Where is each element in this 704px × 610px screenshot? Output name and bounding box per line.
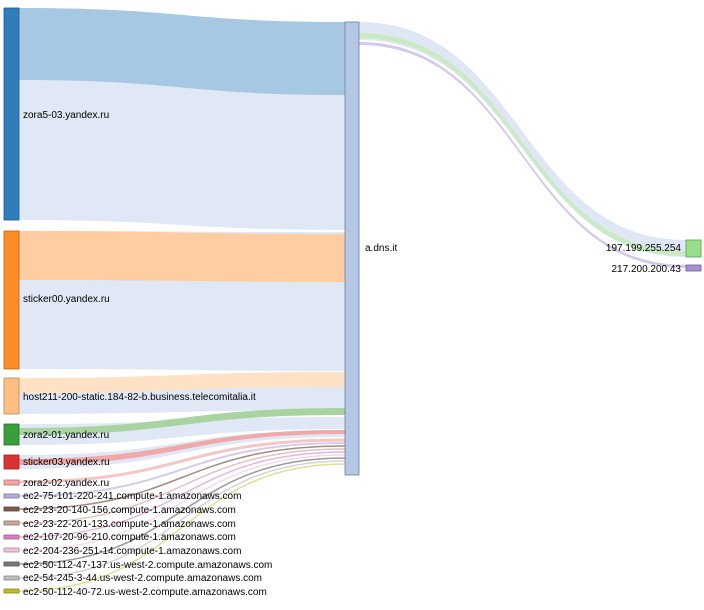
label-zora2-02: zora2-02.yandex.ru	[23, 478, 109, 489]
node-zora5-03[interactable]	[3, 7, 20, 221]
node-ec2-107-20-96-210[interactable]	[3, 534, 20, 540]
label-ec2-204-236-251-14: ec2-204-236-251-14.compute-1.amazonaws.c…	[23, 546, 241, 557]
node-ec2-54-245-3-44[interactable]	[3, 575, 20, 581]
label-sticker03: sticker03.yandex.ru	[23, 457, 110, 468]
node-labels: zora5-03.yandex.ru sticker00.yandex.ru h…	[23, 110, 681, 598]
link-sticker03-colored	[19, 430, 345, 465]
node-hub[interactable]	[344, 21, 360, 476]
link-zora2-01-colored	[19, 408, 345, 435]
link-ec2-75-101-220-241	[18, 442, 346, 497]
link-ec2-50-112-40-72	[18, 463, 346, 592]
label-zora2-01: zora2-01.yandex.ru	[23, 430, 109, 441]
node-ec2-75-101-220-241[interactable]	[3, 493, 20, 499]
node-zora2-02[interactable]	[3, 479, 20, 486]
node-ec2-23-20-140-156[interactable]	[3, 506, 20, 512]
node-217-200-200-43[interactable]	[685, 264, 702, 272]
node-ec2-50-112-47-137[interactable]	[3, 561, 20, 567]
link-host211-colored	[19, 372, 345, 393]
link-ec2-23-22-201-133	[18, 448, 346, 524]
link-ec2-204-236-251-14	[18, 454, 346, 551]
label-ec2-54-245-3-44: ec2-54-245-3-44.us-west-2.compute.amazon…	[23, 573, 262, 584]
label-ec2-50-112-47-137: ec2-50-112-47-137.us-west-2.compute.amaz…	[23, 560, 272, 571]
link-zora2-01-total	[19, 417, 345, 445]
node-ec2-23-22-201-133[interactable]	[3, 520, 20, 526]
link-hub-to-217	[359, 42, 686, 268]
label-ec2-23-20-140-156: ec2-23-20-140-156.compute-1.amazonaws.co…	[23, 505, 236, 516]
target-links	[359, 22, 686, 268]
link-ec2-107-20-96-210	[18, 451, 346, 538]
node-host211[interactable]	[3, 377, 20, 415]
label-ec2-75-101-220-241: ec2-75-101-220-241.compute-1.amazonaws.c…	[23, 491, 241, 502]
label-ec2-107-20-96-210: ec2-107-20-96-210.compute-1.amazonaws.co…	[23, 532, 236, 543]
node-sticker00[interactable]	[3, 230, 20, 370]
label-hub: a.dns.it	[365, 243, 397, 254]
source-nodes	[3, 7, 20, 594]
label-197-199-255-254: 197.199.255.254	[606, 243, 682, 254]
target-nodes	[685, 239, 702, 272]
label-ec2-23-22-201-133: ec2-23-22-201-133.compute-1.amazonaws.co…	[23, 519, 236, 530]
link-sticker00-colored	[19, 231, 345, 282]
link-zora2-02	[18, 438, 346, 484]
link-hub-to-197-bg	[359, 22, 686, 257]
node-sticker03[interactable]	[3, 454, 20, 470]
label-217-200-200-43: 217.200.200.43	[611, 264, 681, 275]
node-zora2-01[interactable]	[3, 423, 20, 446]
node-ec2-50-112-40-72[interactable]	[3, 588, 20, 594]
node-197-199-255-254[interactable]	[685, 239, 702, 258]
link-hub-to-197	[359, 33, 686, 256]
link-ec2-23-20-140-156	[18, 445, 346, 510]
label-ec2-50-112-40-72: ec2-50-112-40-72.us-west-2.compute.amazo…	[23, 587, 267, 598]
label-host211: host211-200-static.184-82-b.business.tel…	[23, 392, 256, 403]
label-sticker00: sticker00.yandex.ru	[23, 294, 110, 305]
link-ec2-54-245-3-44	[18, 460, 346, 579]
node-ec2-204-236-251-14[interactable]	[3, 547, 20, 553]
link-zora5-03-colored	[19, 8, 345, 95]
colored-links	[18, 8, 346, 592]
link-ec2-50-112-47-137	[18, 457, 346, 565]
label-zora5-03: zora5-03.yandex.ru	[23, 110, 109, 121]
